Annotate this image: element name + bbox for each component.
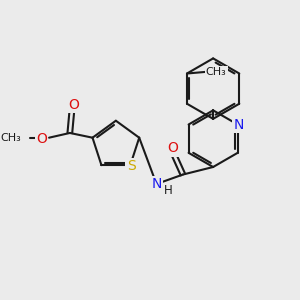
Text: O: O: [68, 98, 79, 112]
Text: S: S: [127, 159, 136, 173]
Text: N: N: [151, 177, 162, 191]
Text: N: N: [233, 118, 244, 131]
Text: CH₃: CH₃: [0, 133, 21, 143]
Text: CH₃: CH₃: [206, 67, 226, 76]
Text: O: O: [167, 141, 178, 155]
Text: H: H: [164, 184, 173, 197]
Text: O: O: [36, 132, 47, 145]
